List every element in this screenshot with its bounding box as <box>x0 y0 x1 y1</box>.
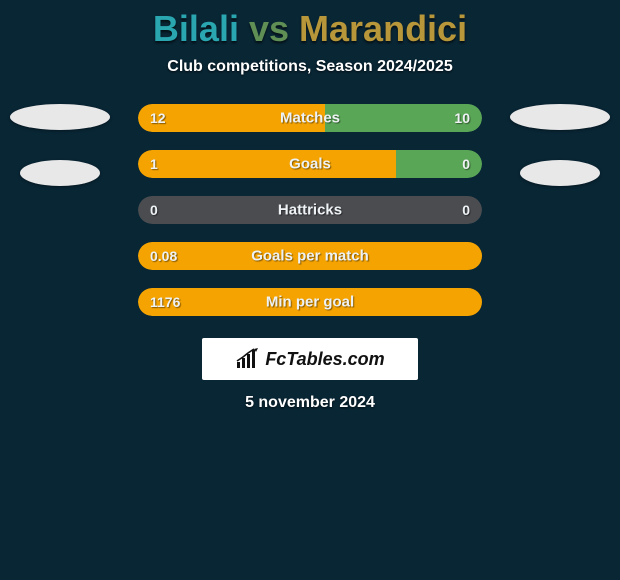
stat-label: Goals per match <box>251 248 369 265</box>
stat-bars: Matches1210Goals10Hattricks00Goals per m… <box>138 104 482 316</box>
avatar-column-left <box>10 104 110 186</box>
stat-row: Goals per match 0.08 <box>138 242 482 270</box>
stat-value-left: 0.08 <box>150 248 177 264</box>
player1-name: Bilali <box>153 8 239 49</box>
page-title: Bilali vs Marandici <box>0 8 620 50</box>
brand-badge: FcTables.com <box>202 338 418 380</box>
avatar-placeholder <box>510 104 610 130</box>
stat-label: Hattricks <box>278 202 342 219</box>
stat-label: Goals <box>289 156 331 173</box>
avatar-column-right <box>510 104 610 186</box>
stat-value-right: 0 <box>462 202 470 218</box>
player2-name: Marandici <box>299 8 467 49</box>
stat-value-right: 10 <box>454 110 470 126</box>
chart-icon <box>235 348 261 370</box>
avatar-placeholder <box>520 160 600 186</box>
stat-value-left: 0 <box>150 202 158 218</box>
stat-value-right: 0 <box>462 156 470 172</box>
stat-label: Min per goal <box>266 294 354 311</box>
stat-bar-left <box>138 150 396 178</box>
avatar-placeholder <box>20 160 100 186</box>
stat-row: Hattricks 0 0 <box>138 196 482 224</box>
avatar-placeholder <box>10 104 110 130</box>
vs-label: vs <box>249 8 289 49</box>
stat-value-left: 12 <box>150 110 166 126</box>
stat-row: Min per goal 1176 <box>138 288 482 316</box>
subtitle: Club competitions, Season 2024/2025 <box>0 58 620 76</box>
root: Bilali vs Marandici Club competitions, S… <box>0 0 620 412</box>
stat-value-left: 1176 <box>150 294 180 310</box>
brand-text: FcTables.com <box>265 349 384 370</box>
date-label: 5 november 2024 <box>0 394 620 412</box>
stat-value-left: 1 <box>150 156 158 172</box>
stats-area: Matches1210Goals10Hattricks00Goals per m… <box>0 104 620 316</box>
stat-label: Matches <box>280 110 340 127</box>
stat-row: Goals 1 0 <box>138 150 482 178</box>
stat-row: Matches 12 10 <box>138 104 482 132</box>
